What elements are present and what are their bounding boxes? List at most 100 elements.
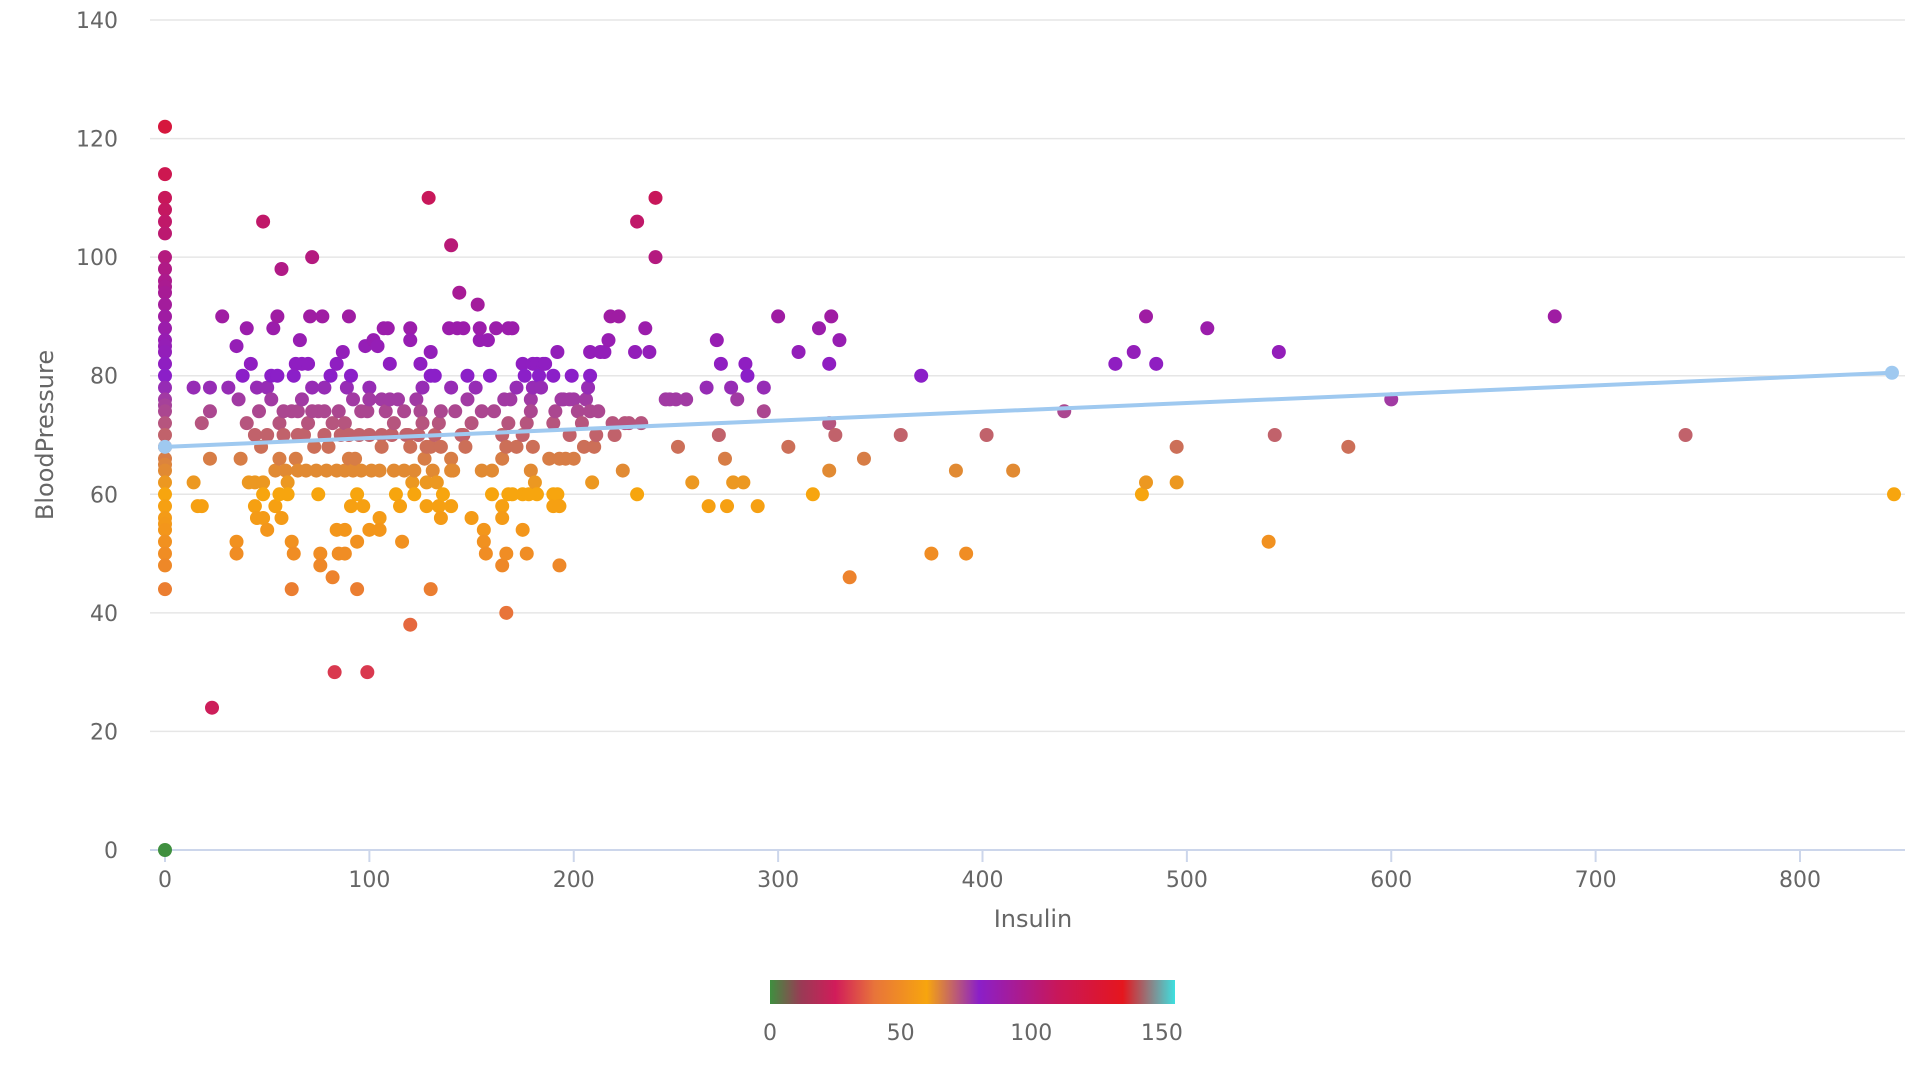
data-point: [589, 428, 604, 442]
data-point: [393, 499, 408, 514]
data-point: [1678, 428, 1693, 442]
data-point: [296, 428, 311, 442]
data-point: [274, 511, 289, 525]
data-point: [503, 392, 518, 407]
data-point: [372, 463, 387, 478]
data-point: [433, 439, 448, 454]
data-point: [362, 380, 377, 395]
color-axis-tick-labels: 0 50 100 150: [763, 1021, 1183, 1046]
data-point: [356, 499, 371, 514]
data-point: [158, 345, 172, 359]
data-point: [343, 499, 358, 514]
data-point: [158, 321, 172, 336]
data-point: [370, 339, 385, 354]
data-point: [1547, 309, 1562, 324]
data-point: [260, 380, 275, 395]
axes: [150, 849, 1905, 862]
data-point: [460, 392, 475, 407]
data-point: [482, 368, 497, 383]
data-point: [325, 416, 340, 431]
y-tick-label: 140: [76, 9, 118, 34]
data-point: [583, 345, 598, 359]
trendline: [158, 365, 1899, 454]
data-point: [552, 558, 567, 573]
x-tick-label: 300: [757, 868, 799, 893]
data-point: [464, 511, 479, 525]
data-point: [423, 582, 438, 597]
data-point: [517, 368, 532, 383]
data-point: [247, 499, 262, 514]
data-point: [550, 345, 565, 359]
data-point: [476, 534, 491, 549]
data-point: [452, 285, 467, 300]
data-point: [362, 392, 377, 407]
data-point: [215, 309, 230, 324]
data-point: [523, 392, 538, 407]
data-point: [243, 356, 258, 371]
data-point: [158, 499, 172, 514]
data-point: [272, 416, 287, 431]
data-point: [186, 475, 201, 490]
data-point: [574, 416, 589, 431]
data-point: [505, 321, 520, 336]
data-point: [299, 463, 314, 478]
y-tick-label: 20: [90, 720, 118, 745]
data-point: [202, 380, 217, 395]
data-point: [812, 321, 826, 336]
data-point: [959, 546, 974, 561]
data-point: [307, 439, 322, 454]
x-tick-labels: 0 100 200 300 400 500 600 700 800: [158, 868, 1821, 893]
data-point: [252, 404, 267, 419]
data-point: [403, 617, 418, 632]
data-point: [362, 522, 377, 537]
data-point: [948, 463, 963, 478]
data-point: [648, 190, 663, 205]
x-tick-label: 0: [158, 868, 172, 893]
data-point: [292, 333, 307, 348]
data-point: [417, 451, 432, 466]
data-point: [740, 368, 755, 383]
data-point: [476, 522, 491, 537]
data-point: [158, 380, 172, 395]
data-point: [501, 416, 516, 431]
trendline-endpoint: [158, 439, 172, 454]
color-axis-legend: 0 50 100 150: [763, 980, 1183, 1046]
data-point: [495, 511, 510, 525]
data-point: [532, 368, 547, 383]
data-point: [407, 487, 422, 502]
data-point: [378, 404, 393, 419]
data-point: [648, 250, 663, 265]
data-point: [382, 356, 397, 371]
data-point: [317, 380, 332, 395]
color-axis-tick-label: 50: [887, 1021, 915, 1046]
data-point: [284, 582, 299, 597]
data-point: [419, 475, 434, 490]
data-point: [229, 534, 244, 549]
data-point: [360, 665, 375, 680]
data-point: [515, 356, 530, 371]
data-point: [341, 309, 356, 324]
data-point: [266, 321, 281, 336]
data-point: [305, 380, 320, 395]
data-point: [186, 380, 201, 395]
data-point: [413, 356, 428, 371]
data-point: [720, 499, 735, 514]
data-point: [1341, 439, 1356, 454]
data-point: [158, 416, 172, 431]
data-point: [679, 392, 694, 407]
data-point: [431, 416, 446, 431]
data-point: [301, 356, 316, 371]
data-point: [1169, 475, 1184, 490]
data-point: [247, 428, 262, 442]
data-point: [403, 439, 418, 454]
data-point: [615, 463, 630, 478]
data-point: [979, 428, 994, 442]
data-point: [415, 416, 430, 431]
data-point: [468, 380, 483, 395]
data-point: [444, 499, 459, 514]
data-point: [194, 499, 209, 514]
data-point: [354, 463, 369, 478]
x-tick-label: 700: [1575, 868, 1617, 893]
data-point: [448, 404, 463, 419]
data-point: [423, 439, 438, 454]
